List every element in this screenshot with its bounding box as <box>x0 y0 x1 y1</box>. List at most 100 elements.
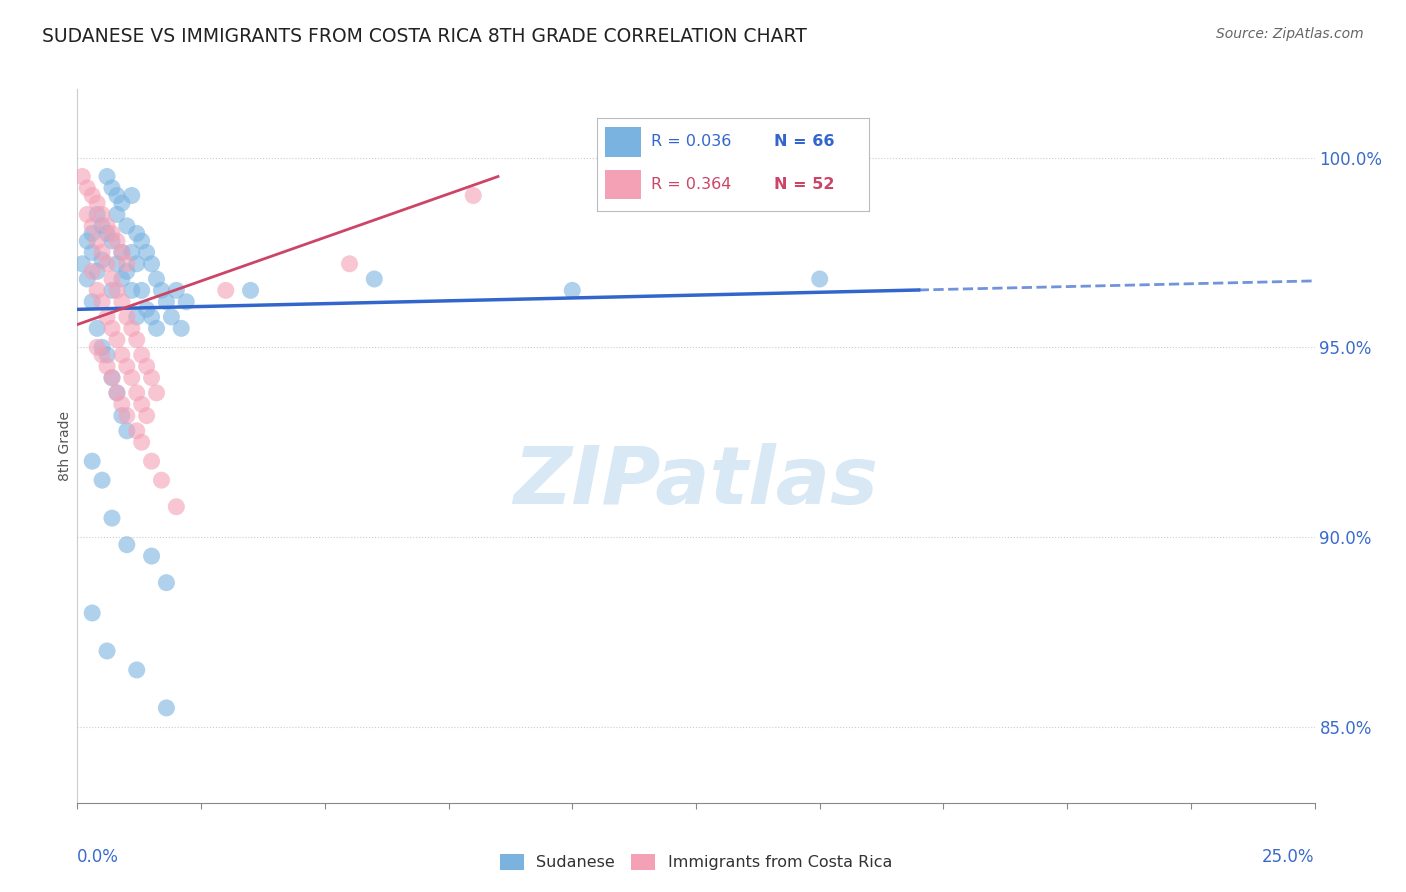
Point <box>135 359 157 374</box>
Point <box>96 219 118 233</box>
Point <box>121 245 143 260</box>
Point <box>125 424 148 438</box>
Point <box>111 397 134 411</box>
Point <box>160 310 183 324</box>
Point <box>363 272 385 286</box>
Point <box>131 397 153 411</box>
Point <box>96 348 118 362</box>
Point <box>105 234 128 248</box>
Point <box>121 188 143 202</box>
Point <box>115 219 138 233</box>
Point <box>82 227 104 241</box>
Point <box>125 310 148 324</box>
Point <box>96 169 118 184</box>
Point <box>115 264 138 278</box>
Point <box>86 207 108 221</box>
Point <box>125 333 148 347</box>
Point <box>174 294 197 309</box>
Point <box>96 644 118 658</box>
Point <box>808 272 831 286</box>
Point <box>111 245 134 260</box>
Text: Source: ZipAtlas.com: Source: ZipAtlas.com <box>1216 27 1364 41</box>
Point <box>101 511 124 525</box>
Point <box>72 257 94 271</box>
Point <box>86 284 108 298</box>
Point <box>115 257 138 271</box>
Point <box>155 575 177 590</box>
Point <box>91 348 114 362</box>
Point <box>76 234 98 248</box>
Point <box>150 284 173 298</box>
Point <box>145 321 167 335</box>
Text: 25.0%: 25.0% <box>1263 848 1315 866</box>
Point <box>96 310 118 324</box>
Point <box>105 333 128 347</box>
Point <box>111 272 134 286</box>
Point <box>463 188 485 202</box>
Point <box>82 606 104 620</box>
Point <box>115 359 138 374</box>
Point <box>105 385 128 400</box>
Point <box>72 169 94 184</box>
Point <box>125 663 148 677</box>
Point <box>91 245 114 260</box>
Point <box>82 188 104 202</box>
Text: ZIPatlas: ZIPatlas <box>513 442 879 521</box>
Point <box>82 219 104 233</box>
Point <box>155 701 177 715</box>
Point <box>96 227 118 241</box>
Point <box>215 284 238 298</box>
Text: SUDANESE VS IMMIGRANTS FROM COSTA RICA 8TH GRADE CORRELATION CHART: SUDANESE VS IMMIGRANTS FROM COSTA RICA 8… <box>42 27 807 45</box>
Point <box>105 207 128 221</box>
Point <box>141 454 163 468</box>
Point <box>82 454 104 468</box>
Point <box>86 234 108 248</box>
Point <box>91 219 114 233</box>
Point <box>111 409 134 423</box>
Point <box>91 294 114 309</box>
Point <box>82 264 104 278</box>
Point <box>101 370 124 384</box>
Y-axis label: 8th Grade: 8th Grade <box>58 411 72 481</box>
Point <box>76 272 98 286</box>
Point <box>145 385 167 400</box>
Point <box>131 284 153 298</box>
Point <box>561 284 583 298</box>
Point <box>111 245 134 260</box>
Point <box>135 302 157 317</box>
Point <box>101 370 124 384</box>
Point <box>239 284 262 298</box>
Point <box>101 272 124 286</box>
Point <box>105 385 128 400</box>
Point <box>101 321 124 335</box>
Point <box>125 385 148 400</box>
Point <box>141 549 163 563</box>
Point <box>105 188 128 202</box>
Point <box>86 340 108 354</box>
Point <box>131 234 153 248</box>
Point <box>135 245 157 260</box>
Point <box>155 294 177 309</box>
Point <box>101 234 124 248</box>
Point <box>105 257 128 271</box>
Point <box>145 272 167 286</box>
Point <box>115 310 138 324</box>
Point <box>105 284 128 298</box>
Point <box>96 359 118 374</box>
Point <box>141 310 163 324</box>
Point <box>111 348 134 362</box>
Point <box>115 424 138 438</box>
Point <box>141 257 163 271</box>
Point <box>96 257 118 271</box>
Point <box>76 181 98 195</box>
Point <box>91 207 114 221</box>
Text: 0.0%: 0.0% <box>77 848 120 866</box>
Point <box>101 284 124 298</box>
Point <box>135 409 157 423</box>
Point <box>86 196 108 211</box>
Point <box>82 245 104 260</box>
Point <box>115 538 138 552</box>
Point <box>91 252 114 267</box>
Point <box>121 370 143 384</box>
Point <box>165 284 187 298</box>
